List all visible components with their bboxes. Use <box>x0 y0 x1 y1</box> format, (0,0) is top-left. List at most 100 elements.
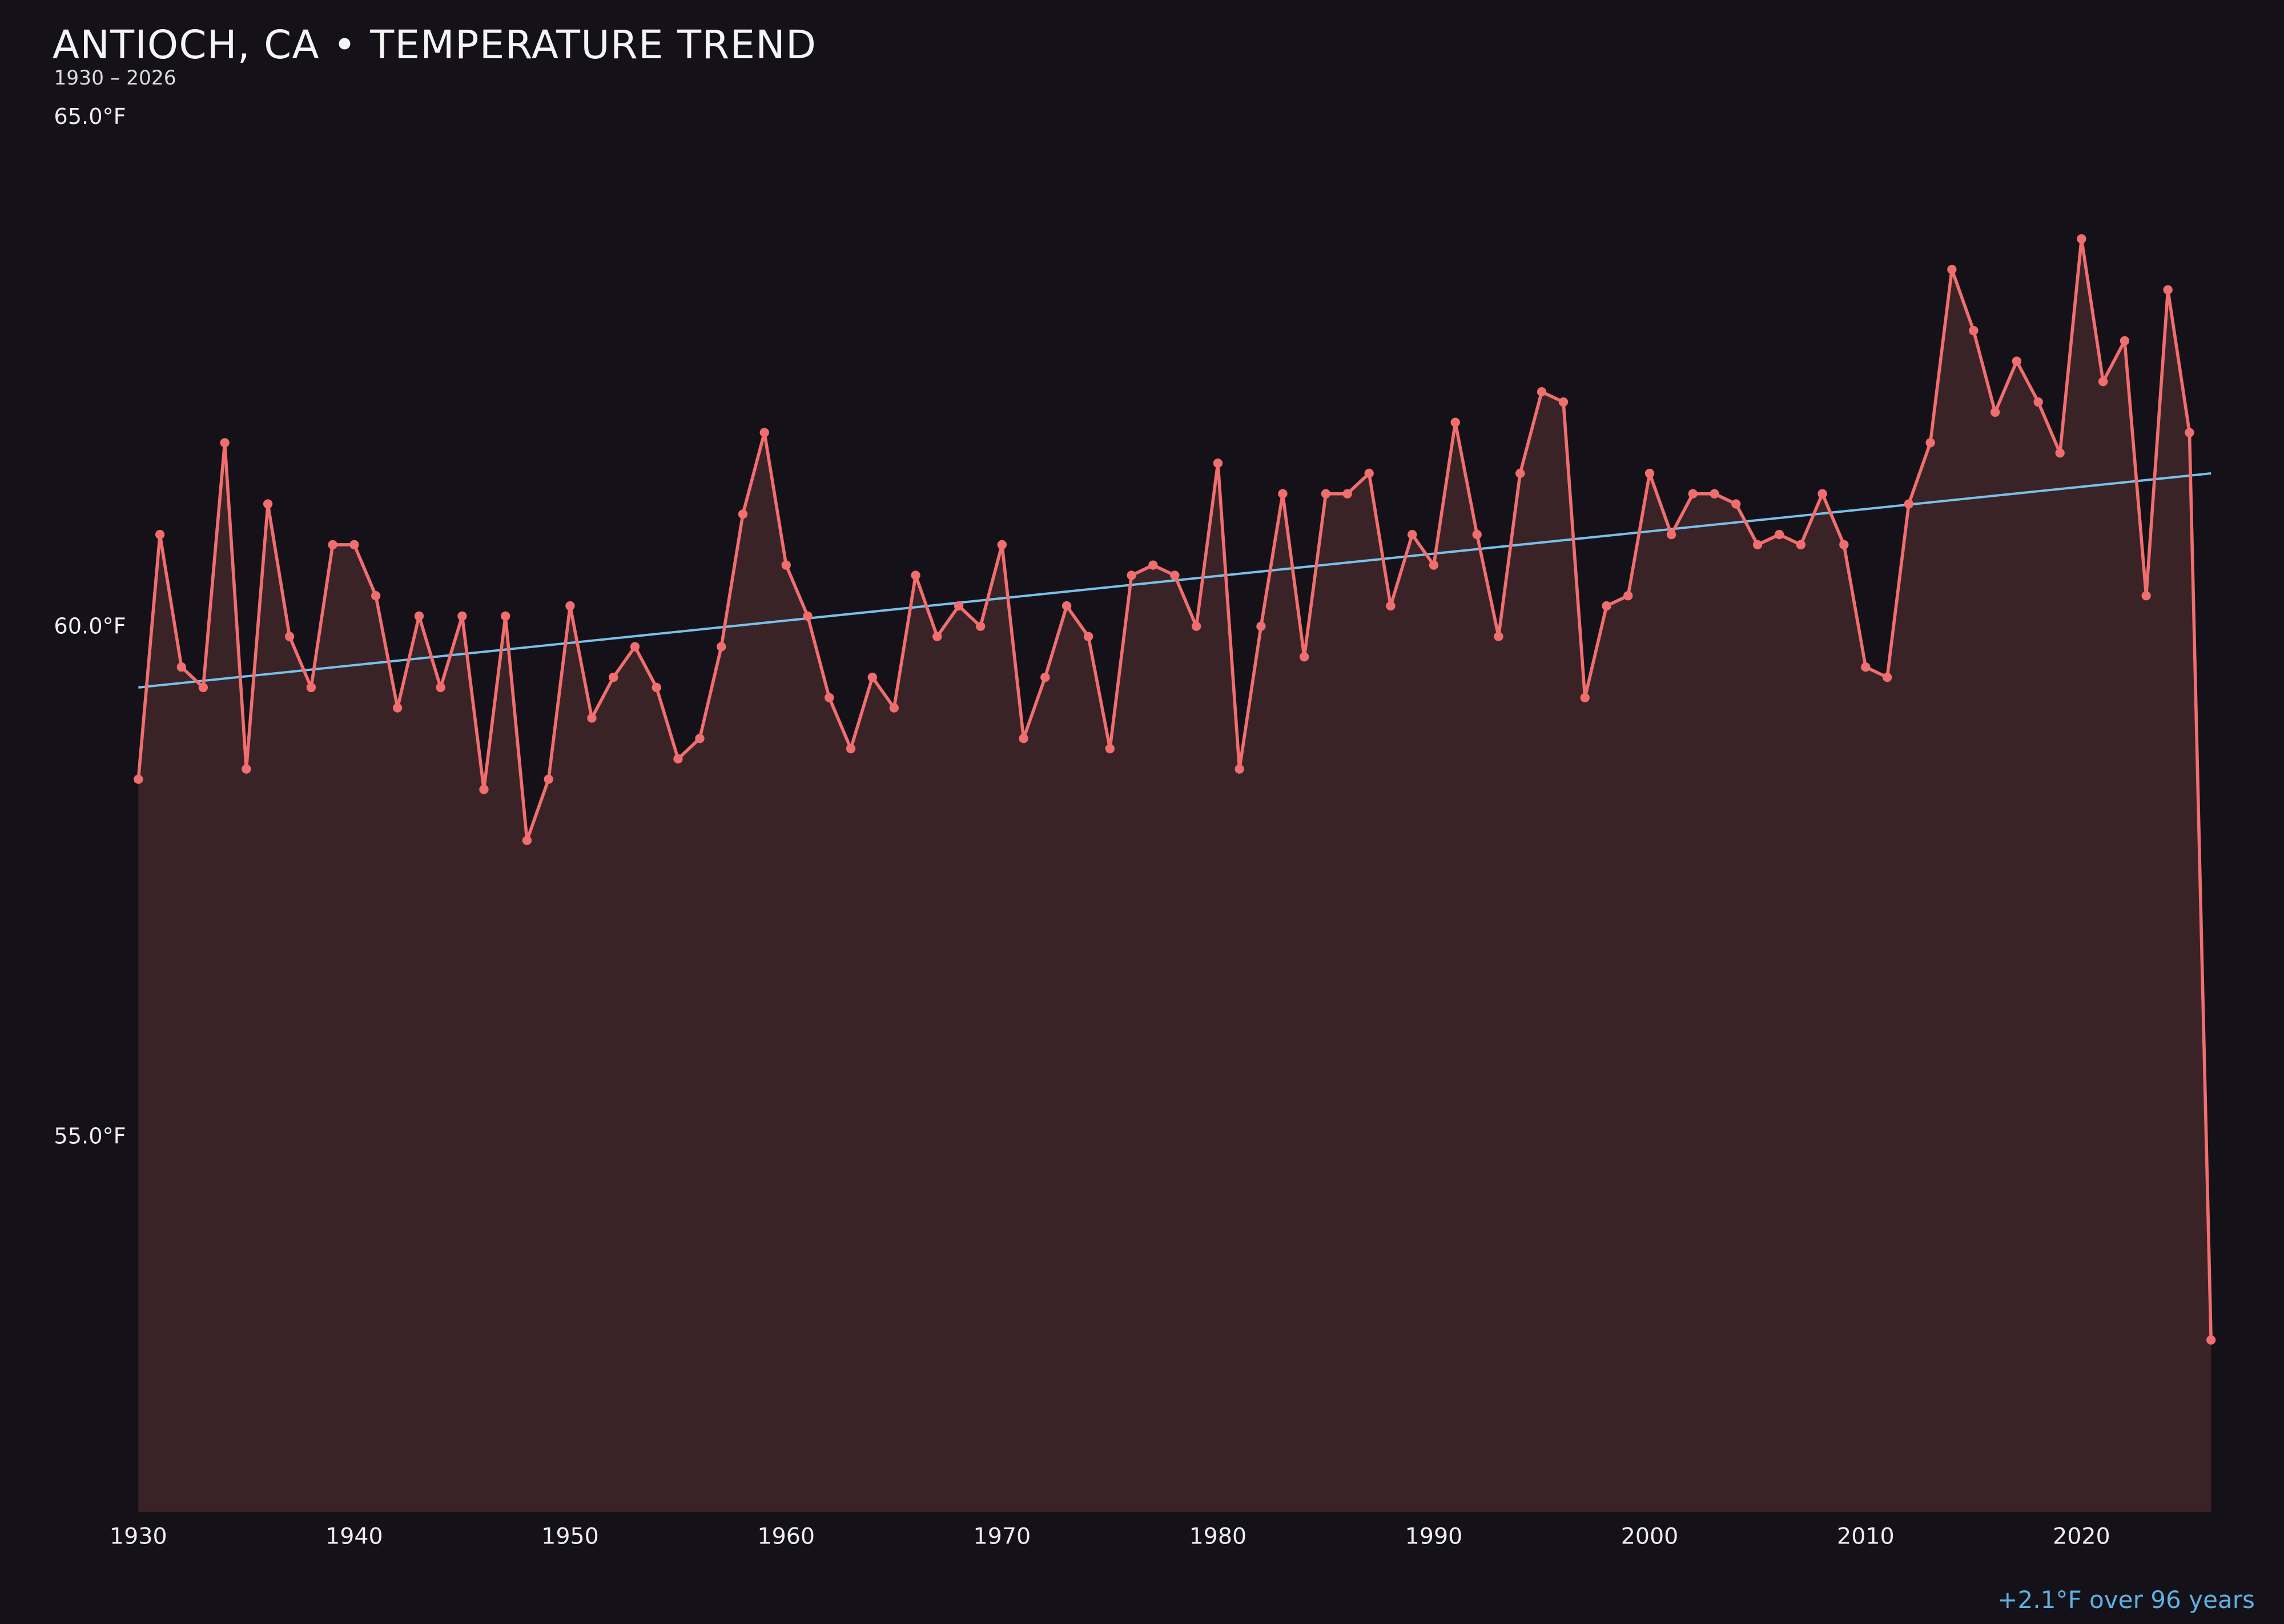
y-tick-label: 65.0°F <box>54 104 126 130</box>
data-point <box>2077 234 2086 244</box>
trend-line-layer <box>138 472 2211 689</box>
data-point <box>609 672 618 682</box>
data-point <box>1839 540 1849 550</box>
chart-title: ANTIOCH, CA • TEMPERATURE TREND <box>53 22 817 68</box>
data-point <box>1731 499 1741 509</box>
data-point <box>1752 540 1763 550</box>
data-point <box>1947 264 1957 275</box>
data-point <box>393 703 403 713</box>
data-point <box>1990 407 2000 417</box>
data-point <box>1083 632 1093 641</box>
data-point <box>1558 397 1569 407</box>
data-point <box>1342 489 1352 499</box>
data-point <box>587 713 597 723</box>
data-point <box>825 693 834 702</box>
data-point <box>414 611 424 621</box>
data-point <box>1235 764 1244 774</box>
data-point <box>1429 560 1439 570</box>
y-axis-tick-labels: 65.0°F 60.0°F 55.0°F <box>54 104 126 1149</box>
data-point <box>1688 489 1698 499</box>
data-point <box>155 529 165 540</box>
data-point <box>1580 693 1590 702</box>
data-point <box>1019 734 1028 743</box>
x-tick-label: 2020 <box>2053 1523 2110 1550</box>
data-point <box>1256 621 1266 631</box>
data-point <box>1666 529 1676 540</box>
data-point <box>673 754 683 764</box>
x-tick-label: 1960 <box>757 1523 815 1550</box>
data-point <box>1408 529 1417 540</box>
data-point <box>198 682 208 693</box>
data-point <box>2033 397 2043 407</box>
data-point <box>932 632 942 641</box>
data-point <box>242 764 251 774</box>
data-point <box>501 611 510 621</box>
data-point <box>1925 438 1935 448</box>
data-point <box>1148 560 1158 570</box>
data-point <box>565 601 575 611</box>
data-point <box>889 703 899 713</box>
trend-annotation: +2.1°F over 96 years <box>1997 1586 2255 1614</box>
x-axis-tick-labels: 1930 1940 1950 1960 1970 1980 1990 2000 2010 2020 <box>110 1523 2110 1550</box>
data-point <box>1386 601 1396 611</box>
data-point <box>2163 285 2173 295</box>
x-tick-label: 1990 <box>1405 1523 1463 1550</box>
data-point <box>997 540 1007 550</box>
trend-line <box>138 472 2211 689</box>
data-point <box>1817 489 1827 499</box>
data-point <box>1127 570 1136 580</box>
x-tick-label: 2000 <box>1621 1523 1679 1550</box>
data-point <box>1191 621 1201 631</box>
data-point <box>1472 529 1482 540</box>
data-point <box>176 662 187 672</box>
data-point <box>630 642 640 652</box>
data-point <box>975 621 986 631</box>
data-point <box>1170 570 1180 580</box>
data-point <box>2206 1335 2216 1345</box>
data-point <box>2120 336 2130 346</box>
data-point <box>803 611 813 621</box>
data-point <box>1321 489 1331 499</box>
data-point <box>717 642 726 652</box>
data-point <box>846 743 856 754</box>
chart-subtitle: 1930 – 2026 <box>54 67 176 90</box>
x-tick-label: 1970 <box>974 1523 1031 1550</box>
data-point <box>349 540 359 550</box>
data-point <box>371 591 381 601</box>
data-point <box>436 682 445 693</box>
data-point <box>544 774 553 784</box>
data-point <box>738 509 748 519</box>
data-point <box>1602 601 1611 611</box>
data-point <box>2012 356 2022 366</box>
data-point <box>284 632 295 641</box>
data-point <box>867 672 877 682</box>
data-point <box>479 785 489 794</box>
area-fill-layer <box>138 239 2211 1512</box>
data-point <box>1623 591 1633 601</box>
x-tick-label: 1940 <box>325 1523 383 1550</box>
data-point <box>1882 672 1892 682</box>
data-point <box>457 611 467 621</box>
x-tick-label: 1980 <box>1189 1523 1247 1550</box>
data-point <box>2141 591 2151 601</box>
data-point <box>134 774 143 784</box>
data-point <box>1644 468 1655 479</box>
data-point <box>759 428 769 437</box>
y-tick-label: 60.0°F <box>54 614 126 640</box>
data-point <box>1450 417 1460 427</box>
data-point <box>1515 468 1525 479</box>
temperature-area-fill <box>138 239 2211 1512</box>
data-point <box>1061 601 1072 611</box>
data-point <box>2185 428 2194 437</box>
data-point <box>652 682 661 693</box>
data-point <box>1364 468 1374 479</box>
data-point <box>1300 652 1309 662</box>
x-tick-label: 2010 <box>1837 1523 1895 1550</box>
data-point <box>2098 377 2108 387</box>
data-point <box>781 560 791 570</box>
data-point <box>1494 632 1503 641</box>
data-point <box>695 734 705 743</box>
data-point <box>1774 529 1784 540</box>
data-point <box>1213 458 1223 468</box>
